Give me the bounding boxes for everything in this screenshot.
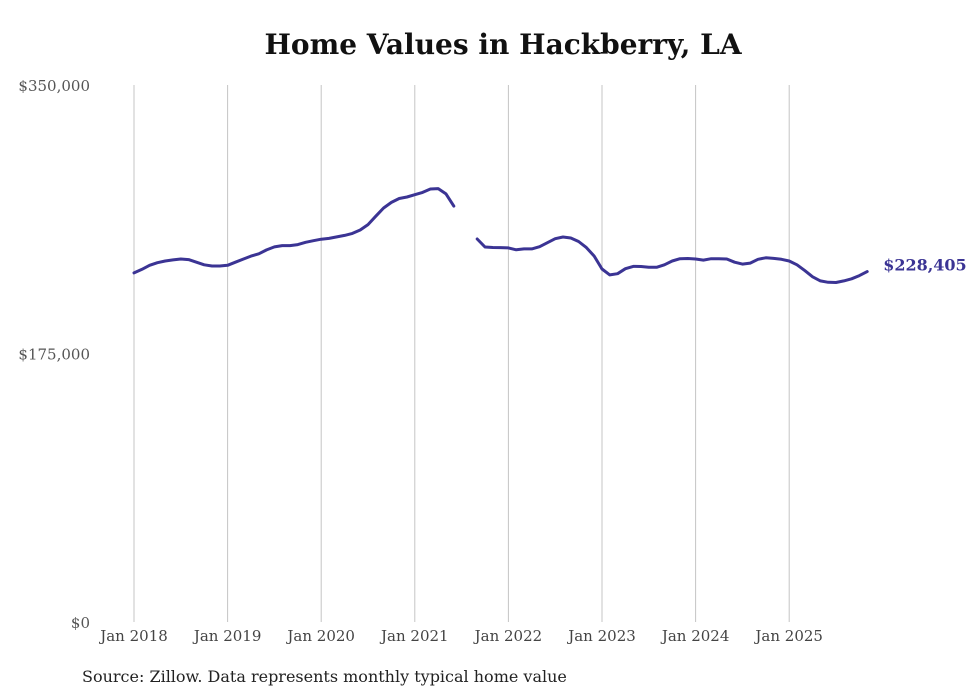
x-tick-label: Jan 2018 (98, 627, 168, 645)
x-axis-ticks: Jan 2018 Jan 2019 Jan 2020 Jan 2021 Jan 2022… (98, 627, 823, 645)
y-tick-label: $175,000 (18, 346, 90, 364)
series-lines (132, 187, 869, 284)
x-tick-label: Jan 2020 (285, 627, 355, 645)
x-tick-label: Jan 2022 (473, 627, 543, 645)
source-note: Source: Zillow. Data represents monthly … (82, 667, 567, 686)
x-tick-label: Jan 2023 (566, 627, 636, 645)
series-line-segment (132, 187, 456, 275)
y-tick-label: $350,000 (18, 77, 90, 95)
x-tick-label: Jan 2021 (379, 627, 449, 645)
series-line-segment (475, 235, 869, 284)
x-tick-label: Jan 2025 (753, 627, 823, 645)
gridlines (133, 85, 790, 622)
y-tick-label: $0 (71, 614, 90, 632)
end-value-label: $228,405 (883, 256, 967, 275)
y-axis-ticks: $0 $175,000 $350,000 (18, 77, 90, 632)
x-tick-label: Jan 2024 (660, 627, 730, 645)
x-tick-label: Jan 2019 (192, 627, 262, 645)
chart-title: Home Values in Hackberry, LA (264, 28, 742, 61)
